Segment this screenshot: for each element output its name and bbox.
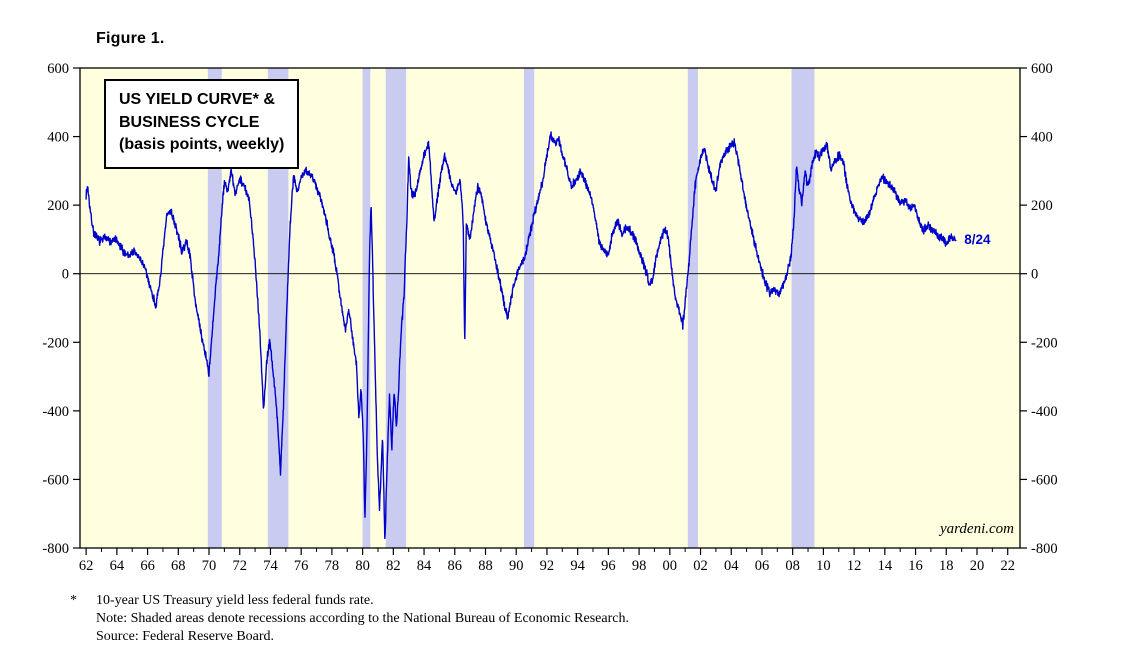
figure-label: Figure 1. <box>96 30 165 47</box>
y-tick-label-left: 600 <box>47 61 69 77</box>
chart-title-line-2: BUSINESS CYCLE <box>119 113 260 131</box>
x-tick-label: 80 <box>355 558 370 574</box>
x-tick-label: 90 <box>509 558 524 574</box>
x-tick-label: 72 <box>232 558 247 574</box>
recession-band <box>791 68 815 548</box>
y-tick-label-right: 600 <box>1031 61 1053 77</box>
footnote-line-1: 10-year US Treasury yield less federal f… <box>96 593 374 608</box>
footnote-line-2: Note: Shaded areas denote recessions acc… <box>96 611 629 627</box>
latest-value-label: 8/24 <box>964 232 991 248</box>
y-tick-label-left: -200 <box>42 335 69 351</box>
x-tick-label: 14 <box>878 558 893 574</box>
recession-band <box>362 68 371 548</box>
x-tick-label: 88 <box>478 558 493 574</box>
y-tick-label-right: -600 <box>1031 472 1058 488</box>
x-tick-label: 78 <box>325 558 340 574</box>
y-tick-label-left: 200 <box>47 198 69 214</box>
x-tick-label: 00 <box>663 558 678 574</box>
x-tick-label: 02 <box>693 558 708 574</box>
x-tick-label: 96 <box>601 558 616 574</box>
x-tick-label: 20 <box>970 558 985 574</box>
x-tick-label: 86 <box>448 558 463 574</box>
y-tick-label-left: -600 <box>42 472 69 488</box>
recession-band <box>207 68 222 548</box>
chart-title-line-1: US YIELD CURVE* & <box>119 91 275 108</box>
x-tick-label: 06 <box>755 558 770 574</box>
recession-band <box>687 68 698 548</box>
y-tick-label-left: -400 <box>42 404 69 420</box>
x-tick-label: 76 <box>294 558 309 574</box>
x-tick-label: 16 <box>908 558 923 574</box>
yardeni-watermark: yardeni.com <box>939 521 1014 537</box>
x-tick-label: 94 <box>570 558 585 574</box>
plot-frame <box>79 67 1021 549</box>
y-tick-label-left: 400 <box>47 130 69 146</box>
y-tick-label-right: -800 <box>1031 541 1058 557</box>
x-tick-label: 70 <box>202 558 217 574</box>
y-tick-label-right: -400 <box>1031 404 1058 420</box>
y-tick-label-left: -800 <box>42 541 69 557</box>
y-tick-label-right: 400 <box>1031 130 1053 146</box>
x-tick-label: 66 <box>140 558 155 574</box>
footnotes: * 10-year US Treasury yield less federal… <box>70 592 629 647</box>
x-tick-label: 92 <box>540 558 555 574</box>
footnote-indent <box>70 628 96 646</box>
recession-band <box>523 68 535 548</box>
x-tick-label: 04 <box>724 558 739 574</box>
chart-title-box: US YIELD CURVE* & BUSINESS CYCLE (basis … <box>104 79 300 170</box>
x-tick-label: 98 <box>632 558 647 574</box>
x-tick-label: 10 <box>816 558 831 574</box>
x-tick-label: 64 <box>110 558 125 574</box>
x-tick-label: 08 <box>785 558 800 574</box>
y-tick-label-right: 200 <box>1031 198 1053 214</box>
x-tick-label: 74 <box>263 558 278 574</box>
x-tick-label: 18 <box>939 558 954 574</box>
footnote-line-3: Source: Federal Reserve Board. <box>96 629 275 645</box>
x-tick-label: 84 <box>417 558 432 574</box>
x-tick-label: 12 <box>847 558 862 574</box>
recession-band <box>267 68 289 548</box>
x-tick-label: 62 <box>79 558 94 574</box>
x-tick-label: 22 <box>1000 558 1015 574</box>
y-tick-label-right: 0 <box>1031 267 1038 283</box>
footnote-indent <box>70 610 96 628</box>
y-tick-label-left: 0 <box>62 267 69 283</box>
chart-title-line-3: (basis points, weekly) <box>119 136 285 154</box>
footnote-marker: * <box>70 593 77 608</box>
x-tick-label: 82 <box>386 558 401 574</box>
x-tick-label: 68 <box>171 558 186 574</box>
y-tick-label-right: -200 <box>1031 335 1058 351</box>
